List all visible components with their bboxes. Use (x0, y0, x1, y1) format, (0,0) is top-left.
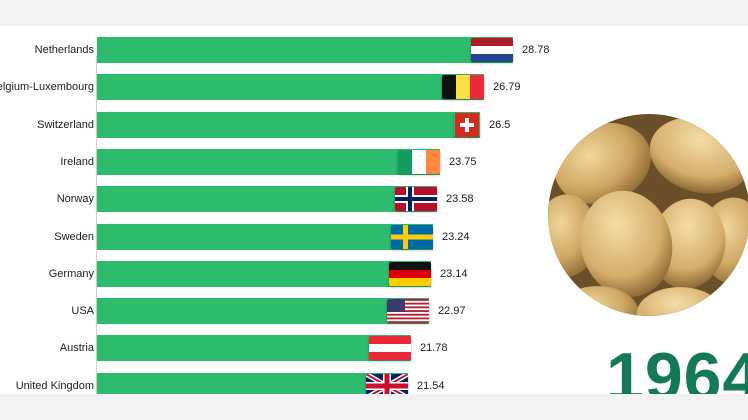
category-label: Norway (56, 193, 94, 206)
category-label: Netherlands (34, 44, 94, 56)
bar (97, 260, 431, 287)
category-label: USA (71, 305, 94, 318)
category-label: Belgium-Luxembourg (0, 81, 94, 94)
bar-chart-race: Netherlands 28.78 Belgium-Luxembourg 26.79 S… (0, 26, 748, 394)
bar-row: Ireland 23.75 (0, 148, 600, 175)
bar-row: Germany 23.14 (0, 260, 600, 287)
bar-rows: Netherlands 28.78 Belgium-Luxembourg 26.79 S… (0, 26, 600, 394)
bar (97, 298, 429, 325)
bar (97, 148, 440, 175)
category-label: Austria (59, 342, 94, 355)
switzerland-flag-icon (454, 112, 480, 137)
usa-flag-icon (387, 299, 429, 324)
value-label: 21.54 (417, 379, 445, 392)
value-label: 23.58 (446, 193, 474, 206)
category-label: Sweden (54, 230, 94, 243)
bar (97, 186, 437, 213)
bar-row: Netherlands 28.78 (0, 37, 600, 63)
sweden-flag-icon (391, 224, 433, 249)
bar-row: Sweden 23.24 (0, 223, 600, 250)
value-label: 23.14 (440, 267, 468, 280)
value-label: 23.75 (449, 155, 477, 168)
bar (97, 37, 513, 63)
value-label: 26.5 (489, 118, 511, 131)
value-label: 21.78 (420, 342, 448, 355)
value-label: 22.97 (438, 305, 466, 318)
germany-flag-icon (389, 261, 431, 286)
bar-row: Norway 23.58 (0, 186, 600, 213)
ireland-flag-icon (398, 149, 440, 174)
value-label: 23.24 (442, 230, 470, 243)
bar (97, 335, 411, 362)
austria-flag-icon (369, 336, 411, 361)
top-letterbox (0, 0, 748, 26)
potatoes-image (548, 114, 748, 316)
bar-row: Austria 21.78 (0, 335, 600, 362)
value-label: 28.78 (522, 44, 550, 56)
category-label: United Kingdom (15, 379, 94, 392)
norway-flag-icon (395, 187, 437, 212)
bar (97, 74, 484, 101)
category-label: Ireland (60, 155, 94, 168)
uk-flag-icon (366, 373, 408, 394)
year-label: 1964 (606, 339, 748, 394)
value-label: 26.79 (493, 81, 521, 94)
bar-row: Belgium-Luxembourg 26.79 (0, 74, 600, 101)
belgium-flag-icon (442, 75, 484, 100)
category-label: Germany (48, 267, 94, 280)
bottom-letterbox (0, 394, 748, 420)
bar-row: USA 22.97 (0, 298, 600, 325)
bar-row: United Kingdom 21.54 (0, 372, 600, 394)
bar (97, 111, 480, 138)
category-label: Switzerland (37, 118, 94, 131)
bar (97, 223, 433, 250)
category-axis-line (96, 56, 97, 394)
netherlands-flag-icon (471, 38, 513, 62)
bar-row: Switzerland 26.5 (0, 111, 600, 138)
bar (97, 372, 408, 394)
